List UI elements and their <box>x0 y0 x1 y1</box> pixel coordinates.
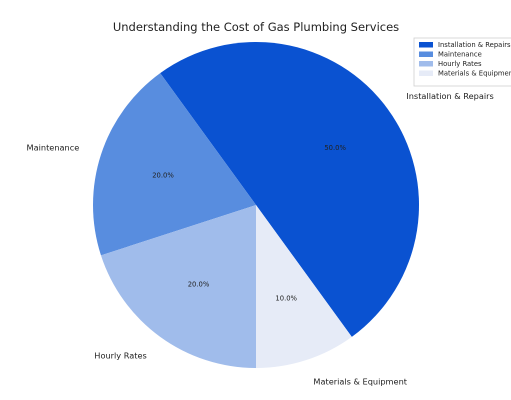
category-label-materials-equipment: Materials & Equipment <box>313 377 407 387</box>
category-labels: Installation & Repairs Maintenance Hourly … <box>27 91 494 387</box>
category-label-hourly-rates: Hourly Rates <box>94 350 146 360</box>
percentage-label-installation-repairs: 50.0% <box>324 144 346 152</box>
percentage-labels: 50.0% 20.0% 20.0% 10.0% <box>152 144 346 302</box>
legend-swatch-installation-repairs <box>419 42 433 48</box>
slice-maintenance <box>93 73 256 256</box>
legend: Installation & Repairs MaintenanceHourly … <box>413 37 511 87</box>
percentage-label-materials-equipment: 10.0% <box>275 295 297 303</box>
legend-label-installation-repairs: Installation & Repairs <box>438 41 511 49</box>
legend-swatch-materials-equipment <box>419 70 433 76</box>
percentage-label-maintenance: 20.0% <box>152 171 174 179</box>
slice-materials-equipment <box>256 205 352 368</box>
legend-items: Installation & Repairs MaintenanceHourly … <box>419 41 511 78</box>
slice-hourly-rates <box>100 205 257 368</box>
legend-label-maintenance: Maintenance <box>438 51 482 59</box>
pie-slices <box>93 42 419 368</box>
legend-label-materials-equipment: Materials & Equipment <box>438 70 511 78</box>
percentage-label-hourly-rates: 20.0% <box>188 281 210 289</box>
category-label-installation-repairs: Installation & Repairs <box>406 91 493 101</box>
legend-swatch-hourly-rates <box>419 61 433 67</box>
legend-label-hourly-rates: Hourly Rates <box>438 60 482 68</box>
chart-title: Understanding the Cost of Gas Plumbing S… <box>113 20 399 34</box>
category-label-maintenance: Maintenance <box>27 143 80 153</box>
slice-installation-repairs <box>160 42 419 337</box>
legend-swatch-maintenance <box>419 51 433 57</box>
